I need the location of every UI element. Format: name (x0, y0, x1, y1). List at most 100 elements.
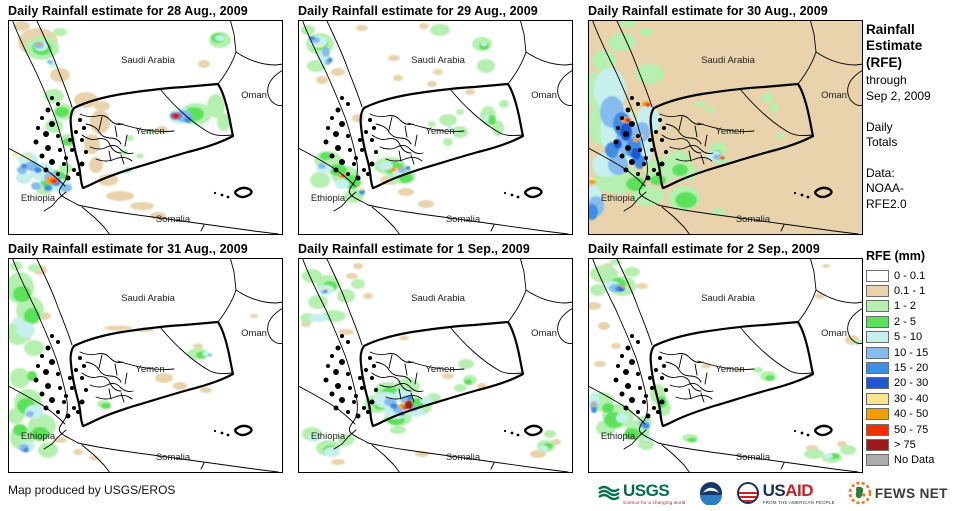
country-label: Ethiopia (21, 431, 56, 442)
legend-label: 15 - 20 (894, 362, 929, 375)
rainfall-blob (327, 57, 333, 63)
rainfall-blob (8, 408, 24, 424)
rainfall-blob (405, 400, 413, 410)
country-label: Somalia (736, 452, 771, 463)
country-label: Oman (821, 90, 847, 101)
country-label: Saudi Arabia (411, 293, 466, 304)
country-label: Ethiopia (311, 431, 346, 442)
text-line: RFE2.0 (866, 196, 907, 211)
legend-label: > 75 (894, 438, 916, 451)
rainfall-blob (101, 403, 111, 409)
map-attribution: Map produced by USGS/EROS (8, 483, 176, 497)
rainfall-blob (28, 264, 40, 272)
rainfall-blob (338, 329, 354, 335)
rainfall-blob (200, 387, 212, 393)
country-label: Yemen (425, 364, 454, 375)
rainfall-blob (50, 178, 58, 184)
rainfall-blob (352, 114, 364, 122)
rainfall-blob (14, 21, 30, 31)
rainfall-blob (447, 126, 453, 130)
panel-2-sep: Daily Rainfall estimate for 2 Sep., 2009… (580, 242, 865, 476)
text-line: NOAA- (866, 181, 905, 196)
legend-label: 2 - 5 (894, 315, 917, 328)
text-line: through (866, 73, 907, 88)
legend-swatch (866, 438, 889, 451)
rainfall-blob (44, 185, 52, 191)
rainfall-blob (420, 396, 432, 404)
country-label: Yemen (425, 126, 454, 137)
rainfall-blob (456, 109, 464, 115)
rainfall-blob (540, 445, 548, 451)
rainfall-blob (598, 322, 610, 330)
rainfall-blob (672, 164, 688, 176)
legend-swatch (866, 285, 889, 298)
rainfall-blob (442, 373, 454, 379)
legend-swatch (866, 315, 889, 328)
rainfall-blob (804, 449, 824, 459)
usgs-logo: USGS science for a changing world (598, 482, 686, 505)
rainfall-blob (427, 81, 437, 87)
country-label: Oman (531, 90, 557, 101)
country-label: Somalia (446, 214, 481, 225)
legend-row: 20 - 30 (866, 376, 966, 391)
rainfall-blob (458, 359, 474, 369)
rainfall-blob (217, 113, 231, 131)
rainfall-blob (712, 208, 724, 216)
rainfall-blob (695, 101, 705, 107)
rainfall-blob (492, 120, 504, 136)
rainfall-blob (638, 438, 654, 450)
rainfall-blob (207, 94, 225, 118)
map-2-sep: Saudi Arabia Oman Yemen Ethiopia Somalia (588, 258, 863, 473)
usgs-wave-icon (598, 485, 620, 501)
usgs-wordmark: USGS (623, 480, 670, 500)
rainfall-blob (701, 363, 711, 369)
rainfall-blob (645, 103, 651, 107)
rainfall-blob (198, 60, 210, 68)
country-label: Saudi Arabia (701, 55, 756, 66)
rainfall-blob (428, 121, 436, 127)
rainfall-blob (302, 269, 322, 283)
rainfall-blob (610, 259, 622, 265)
rainfall-blob (356, 25, 368, 31)
rainfall-blob (173, 382, 187, 390)
country-label: Yemen (715, 364, 744, 375)
rainfall-blob (753, 367, 763, 373)
rainfall-blob (23, 447, 29, 453)
country-label: Somalia (156, 214, 191, 225)
rainfall-blob (639, 28, 653, 36)
rainfall-blob (544, 430, 556, 438)
rainfall-blob (602, 403, 614, 413)
legend-rows: 0 - 0.1 0.1 - 1 1 - 2 2 - 5 5 - 10 10 - 15 15 … (866, 268, 966, 468)
rainfall-blob (44, 89, 64, 103)
rainfall-blob (390, 168, 396, 172)
rainfall-blob (633, 138, 639, 142)
rainfall-blob (353, 263, 363, 269)
sidebar-period: Daily Totals (866, 120, 964, 151)
text-line: Sep 2, 2009 (866, 89, 931, 103)
panel-title-1-sep: Daily Rainfall estimate for 1 Sep., 2009 (298, 242, 530, 256)
text-line: Rainfall (866, 22, 915, 37)
panel-title-2-sep: Daily Rainfall estimate for 2 Sep., 2009 (588, 242, 820, 256)
panel-31-aug: Daily Rainfall estimate for 31 Aug., 200… (0, 242, 285, 476)
rainfall-blob (202, 351, 210, 357)
rainfall-blob (55, 107, 69, 117)
rainfall-blob (331, 68, 345, 76)
text-line: (RFE) (866, 54, 902, 70)
rainfall-blob (477, 59, 495, 73)
rainfall-blob (53, 28, 67, 36)
legend-swatch (866, 362, 889, 375)
country-label: Oman (821, 328, 847, 339)
legend-swatch (866, 269, 889, 282)
noaa-icon (699, 482, 722, 505)
legend-swatch (866, 408, 889, 421)
legend-row: 40 - 50 (866, 407, 966, 422)
rainfall-blob (24, 340, 44, 356)
rainfall-blob (316, 76, 328, 84)
rainfall-blob (390, 426, 406, 434)
rainfall-blob (769, 104, 779, 112)
rainfall-blob (155, 373, 173, 383)
usaid-emblem-icon (736, 482, 759, 504)
rainfall-blob (308, 314, 328, 322)
map-31-aug: Saudi Arabia Oman Yemen Ethiopia Somalia (8, 258, 283, 473)
country-label: Saudi Arabia (701, 293, 756, 304)
